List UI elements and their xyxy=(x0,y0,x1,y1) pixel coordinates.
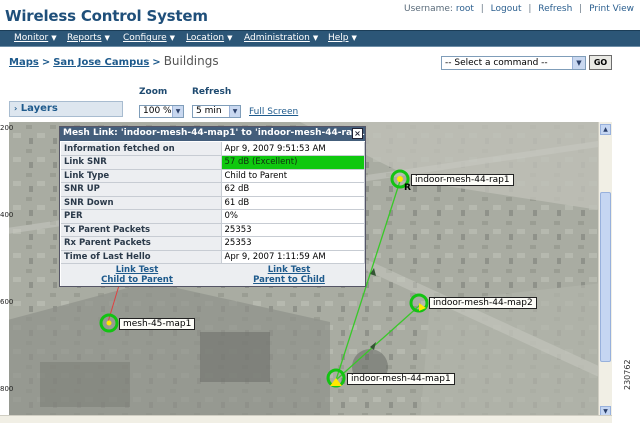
breadcrumb: Maps > San Jose Campus > Buildings xyxy=(9,54,219,68)
username-label: Username: xyxy=(404,4,453,14)
map-horizontal-scrollbar[interactable] xyxy=(0,415,612,423)
command-select[interactable]: -- Select a command -- ▼ xyxy=(441,56,586,70)
refresh-value: 5 min xyxy=(196,106,222,116)
menu-administration[interactable]: Administration ▼ xyxy=(244,33,319,43)
ap-icon[interactable] xyxy=(99,313,119,333)
menu-help[interactable]: Help ▼ xyxy=(328,33,357,43)
ruler-tick: 600 xyxy=(0,298,14,306)
menu-location[interactable]: Location ▼ xyxy=(186,33,233,43)
main-menu-bar: Monitor ▼ Reports ▼ Configure ▼ Location ▼ A… xyxy=(0,30,640,47)
menu-configure[interactable]: Configure ▼ xyxy=(123,33,176,43)
logout-link[interactable]: Logout xyxy=(490,4,522,14)
popup-title: Mesh Link: 'indoor-mesh-44-map1' to 'ind… xyxy=(60,127,365,141)
layers-panel-toggle[interactable]: › Layers xyxy=(9,101,123,117)
ruler-tick: 200 xyxy=(0,124,14,132)
breadcrumb-campus[interactable]: San Jose Campus xyxy=(53,57,150,68)
username-link[interactable]: root xyxy=(455,4,474,14)
app-title: Wireless Control System xyxy=(5,7,208,25)
header: Wireless Control System Username: root |… xyxy=(0,0,640,30)
chevron-right-icon: › xyxy=(14,104,18,113)
chevron-down-icon: ▼ xyxy=(351,34,357,42)
detail-row: Link SNR 57 dB (Excellent) xyxy=(61,155,365,170)
link-test-links: Link Test Child to Parent Link Test Pare… xyxy=(61,264,365,286)
ruler-tick: 400 xyxy=(0,211,14,219)
ruler-tick: 800 xyxy=(0,385,14,393)
user-links: Username: root | Logout | Refresh | Prin… xyxy=(404,4,634,14)
detail-row: Tx Parent Packets 25353 xyxy=(61,223,365,237)
close-icon[interactable]: × xyxy=(352,128,363,139)
detail-row: Link Type Child to Parent xyxy=(61,169,365,183)
chevron-down-icon: ▼ xyxy=(227,34,233,42)
detail-row: Rx Parent Packets 25353 xyxy=(61,236,365,251)
menu-reports[interactable]: Reports ▼ xyxy=(67,33,110,43)
ap-label-map1[interactable]: indoor-mesh-44-map1 xyxy=(347,373,455,385)
ap-icon[interactable]: R xyxy=(390,169,411,193)
chevron-down-icon: ▼ xyxy=(104,34,110,42)
link-snr-status: 57 dB (Excellent) xyxy=(221,155,365,170)
ap-icon[interactable] xyxy=(409,293,429,313)
scroll-up-icon[interactable]: ▲ xyxy=(600,124,611,135)
detail-row: Time of Last Hello Apr 9, 2007 1:11:59 AM xyxy=(61,250,365,264)
svg-text:R: R xyxy=(404,183,411,193)
go-button[interactable]: GO xyxy=(589,55,612,70)
refresh-label: Refresh xyxy=(192,87,232,97)
chevron-down-icon: ▼ xyxy=(172,106,183,117)
ap-label-map2[interactable]: indoor-mesh-44-map2 xyxy=(429,297,537,309)
detail-row: SNR UP 62 dB xyxy=(61,182,365,197)
detail-row: SNR Down 61 dB xyxy=(61,196,365,210)
vertical-ruler: 200 400 600 800 xyxy=(0,122,13,423)
zoom-label: Zoom xyxy=(139,87,168,97)
chevron-down-icon: ▼ xyxy=(51,34,57,42)
refresh-select[interactable]: 5 min ▼ xyxy=(192,105,241,118)
map-vertical-scrollbar[interactable]: ▲ ▼ xyxy=(598,122,612,419)
detail-row: PER 0% xyxy=(61,209,365,224)
chevron-down-icon: ▼ xyxy=(312,34,319,42)
mesh-link-popup: Mesh Link: 'indoor-mesh-44-map1' to 'ind… xyxy=(59,126,366,287)
ap-icon[interactable] xyxy=(326,368,346,388)
link-test-parent-to-child[interactable]: Link Test Parent to Child xyxy=(253,265,325,285)
print-view-link[interactable]: Print View xyxy=(589,4,634,14)
scrollbar-thumb[interactable] xyxy=(600,192,611,362)
chevron-down-icon: ▼ xyxy=(572,57,585,69)
figure-number: 230762 xyxy=(623,359,632,390)
detail-row: Information fetched on Apr 9, 2007 9:51:5… xyxy=(61,142,365,156)
breadcrumb-maps[interactable]: Maps xyxy=(9,57,39,68)
command-select-value: -- Select a command -- xyxy=(445,58,548,68)
ap-label-rap1[interactable]: indoor-mesh-44-rap1 xyxy=(411,174,514,186)
page-title: Buildings xyxy=(163,54,219,68)
full-screen-link[interactable]: Full Screen xyxy=(249,107,299,117)
mesh-link-details: Information fetched on Apr 9, 2007 9:51:5… xyxy=(61,142,365,264)
zoom-select[interactable]: 100 % ▼ xyxy=(139,105,184,118)
layers-label: Layers xyxy=(20,103,58,114)
chevron-down-icon: ▼ xyxy=(229,106,240,117)
chevron-down-icon: ▼ xyxy=(169,34,176,42)
menu-monitor[interactable]: Monitor ▼ xyxy=(14,33,57,43)
link-test-child-to-parent[interactable]: Link Test Child to Parent xyxy=(101,265,173,285)
refresh-link[interactable]: Refresh xyxy=(538,4,573,14)
ap-label-mesh45[interactable]: mesh-45-map1 xyxy=(119,318,196,330)
zoom-value: 100 % xyxy=(143,106,172,116)
